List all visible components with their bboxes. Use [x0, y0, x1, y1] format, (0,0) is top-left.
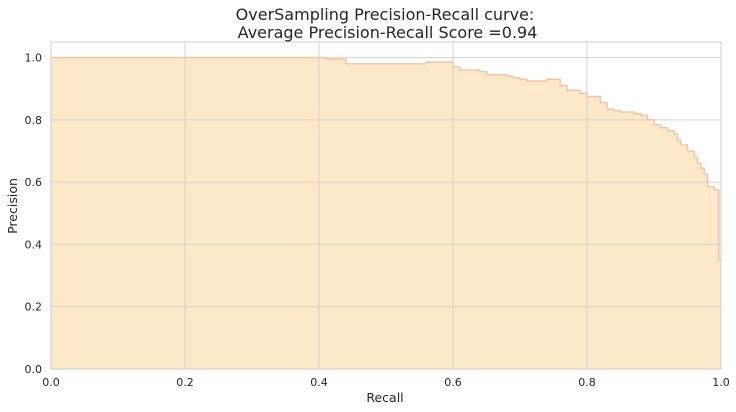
x-axis-label: Recall — [366, 390, 403, 405]
y-tick-labels: 0.0 0.2 0.4 0.6 0.8 1.0 — [25, 52, 43, 376]
x-tick-labels: 0.0 0.2 0.4 0.6 0.8 1.0 — [42, 376, 730, 389]
chart-title-line-1: OverSampling Precision-Recall curve: — [236, 5, 535, 24]
plot-frame — [50, 41, 722, 370]
x-tick-label: 0.4 — [310, 376, 328, 389]
y-tick-label: 0.4 — [25, 238, 43, 251]
x-tick-label: 0.6 — [444, 376, 462, 389]
y-tick-label: 0.6 — [25, 176, 43, 189]
y-axis-label: Precision — [5, 178, 20, 234]
plot-border — [50, 41, 722, 370]
y-tick-label: 0.8 — [25, 114, 43, 127]
y-tick-label: 1.0 — [25, 52, 43, 65]
precision-recall-area — [51, 57, 721, 369]
curve-line-layer — [51, 56, 721, 261]
y-tick-label: 0.0 — [25, 363, 43, 376]
x-tick-label: 0.8 — [578, 376, 596, 389]
chart-title-line-2: Average Precision-Recall Score =0.94 — [233, 23, 538, 42]
precision-recall-curve — [51, 56, 721, 261]
y-tick-label: 0.2 — [25, 301, 43, 314]
area-fill-layer — [51, 57, 721, 369]
x-tick-label: 0.2 — [176, 376, 194, 389]
x-tick-label: 0.0 — [42, 376, 60, 389]
x-tick-label: 1.0 — [712, 376, 730, 389]
